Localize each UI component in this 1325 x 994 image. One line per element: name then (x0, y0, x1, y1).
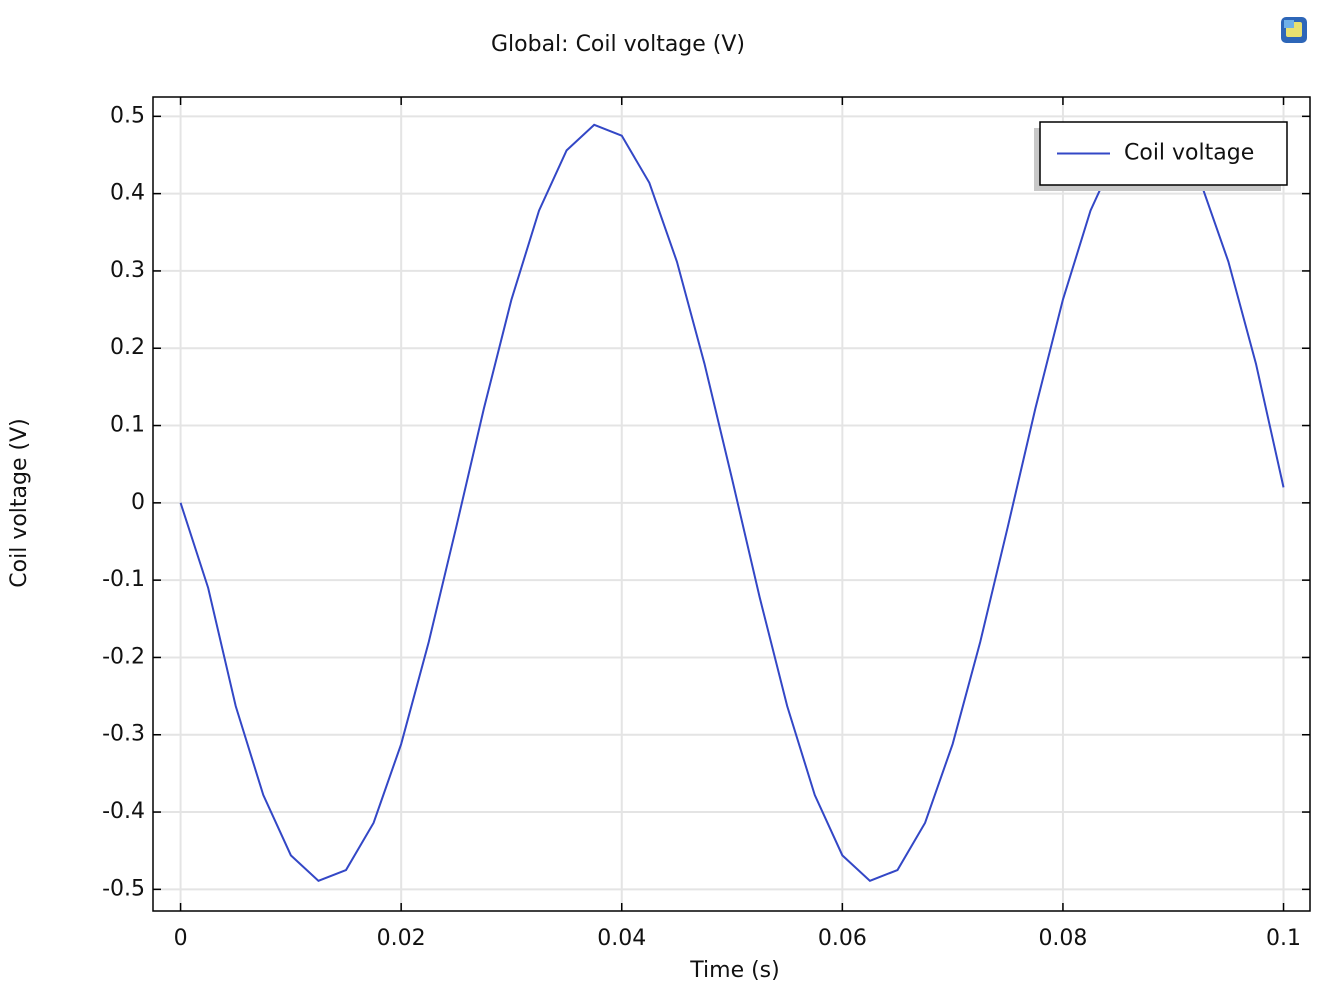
y-tick-label: -0.2 (102, 644, 145, 669)
plot-frame (152, 96, 1311, 912)
x-axis-label: Time (s) (689, 958, 779, 983)
x-tick-label: 0.04 (597, 926, 646, 951)
y-tick-label: 0.4 (110, 181, 145, 206)
y-tick-label: -0.1 (102, 567, 145, 592)
y-tick-label: -0.3 (102, 722, 145, 747)
y-axis-label: Coil voltage (V) (7, 418, 32, 587)
y-tick-label: 0 (131, 490, 145, 515)
y-tick-label: 0.1 (110, 413, 145, 438)
y-tick-label: -0.4 (102, 799, 145, 824)
x-tick-label: 0 (174, 926, 188, 951)
chart-title: Global: Coil voltage (V) (491, 32, 745, 57)
y-tick-label: 0.3 (110, 258, 145, 283)
y-tick-label: -0.5 (102, 876, 145, 901)
y-tick-label: 0.2 (110, 335, 145, 360)
legend-label: Coil voltage (1124, 141, 1254, 166)
y-tick-label: 0.5 (110, 103, 145, 128)
app-icon (1281, 17, 1307, 43)
x-tick-label: 0.06 (818, 926, 867, 951)
x-tick-label: 0.1 (1266, 926, 1301, 951)
x-tick-label: 0.02 (377, 926, 426, 951)
x-tick-label: 0.08 (1038, 926, 1087, 951)
